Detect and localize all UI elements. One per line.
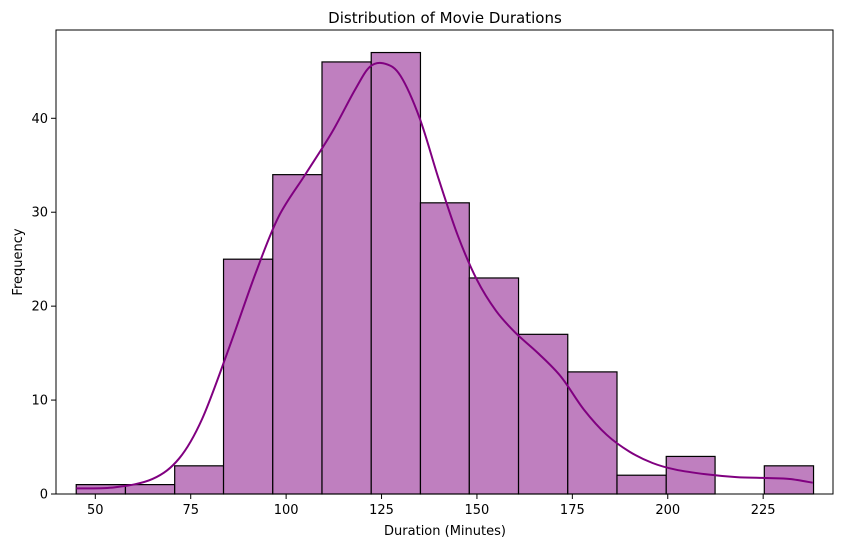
- y-tick-label: 0: [40, 488, 48, 503]
- x-tick-label: 200: [655, 503, 680, 518]
- kde-curve: [76, 61, 813, 490]
- y-axis-ticks: 0 10 20 30 40: [31, 112, 56, 503]
- x-axis-ticks: 50 75 100 125 150 175 200 225: [87, 494, 776, 518]
- histogram-bar: [370, 51, 422, 495]
- chart-title: Distribution of Movie Durations: [328, 9, 562, 27]
- y-tick-label: 40: [31, 112, 48, 127]
- histogram-bar: [567, 371, 618, 495]
- histogram-bar: [272, 174, 323, 495]
- x-tick-label: 150: [465, 503, 490, 518]
- x-tick-label: 100: [274, 503, 299, 518]
- histogram-bar: [174, 465, 225, 495]
- histogram-bar: [763, 465, 815, 495]
- x-tick-label: 225: [751, 503, 776, 518]
- bars-group: [75, 51, 815, 495]
- x-tick-label: 125: [369, 503, 394, 518]
- x-tick-label: 50: [87, 503, 104, 518]
- x-tick-label: 75: [182, 503, 199, 518]
- plot-frame: [55, 29, 834, 495]
- y-axis-label: Frequency: [11, 228, 26, 295]
- histogram-bar: [616, 474, 667, 495]
- y-tick-label: 10: [31, 394, 48, 409]
- histogram-bar: [321, 61, 372, 495]
- x-axis-label: Duration (Minutes): [384, 524, 506, 539]
- histogram-bar: [124, 484, 176, 495]
- y-tick-label: 30: [31, 206, 48, 221]
- x-tick-label: 175: [560, 503, 585, 518]
- histogram-bar: [468, 277, 520, 495]
- y-tick-label: 20: [31, 300, 48, 315]
